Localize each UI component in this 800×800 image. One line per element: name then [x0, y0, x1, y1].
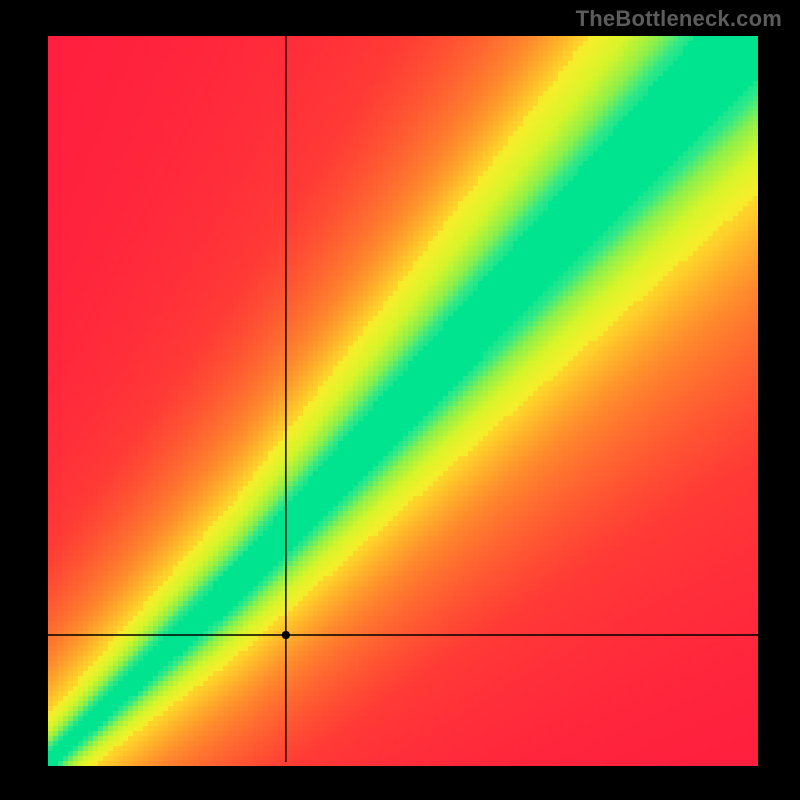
bottleneck-heatmap [0, 0, 800, 800]
watermark-text: TheBottleneck.com [576, 6, 782, 32]
